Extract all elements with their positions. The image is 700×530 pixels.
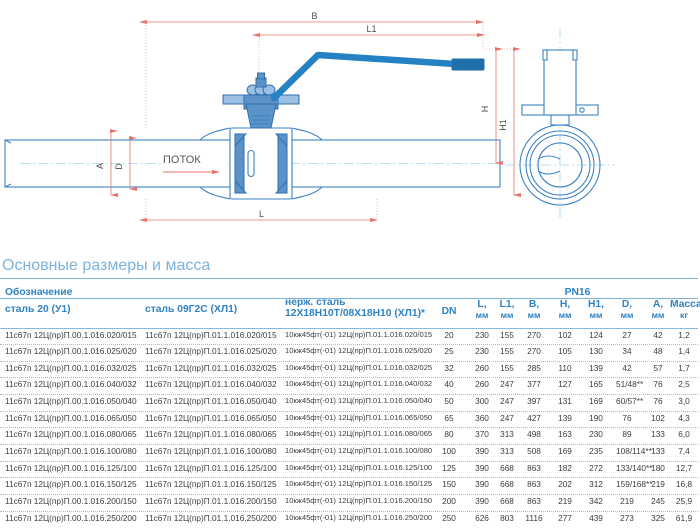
svg-text:B: B <box>311 11 317 21</box>
svg-text:ПОТОК: ПОТОК <box>163 154 201 166</box>
svg-text:L1: L1 <box>366 24 376 34</box>
svg-text:D: D <box>114 163 124 170</box>
svg-text:L: L <box>259 209 264 219</box>
svg-text:H: H <box>480 106 490 113</box>
svg-text:H1: H1 <box>498 119 508 131</box>
svg-text:A: A <box>95 163 105 169</box>
